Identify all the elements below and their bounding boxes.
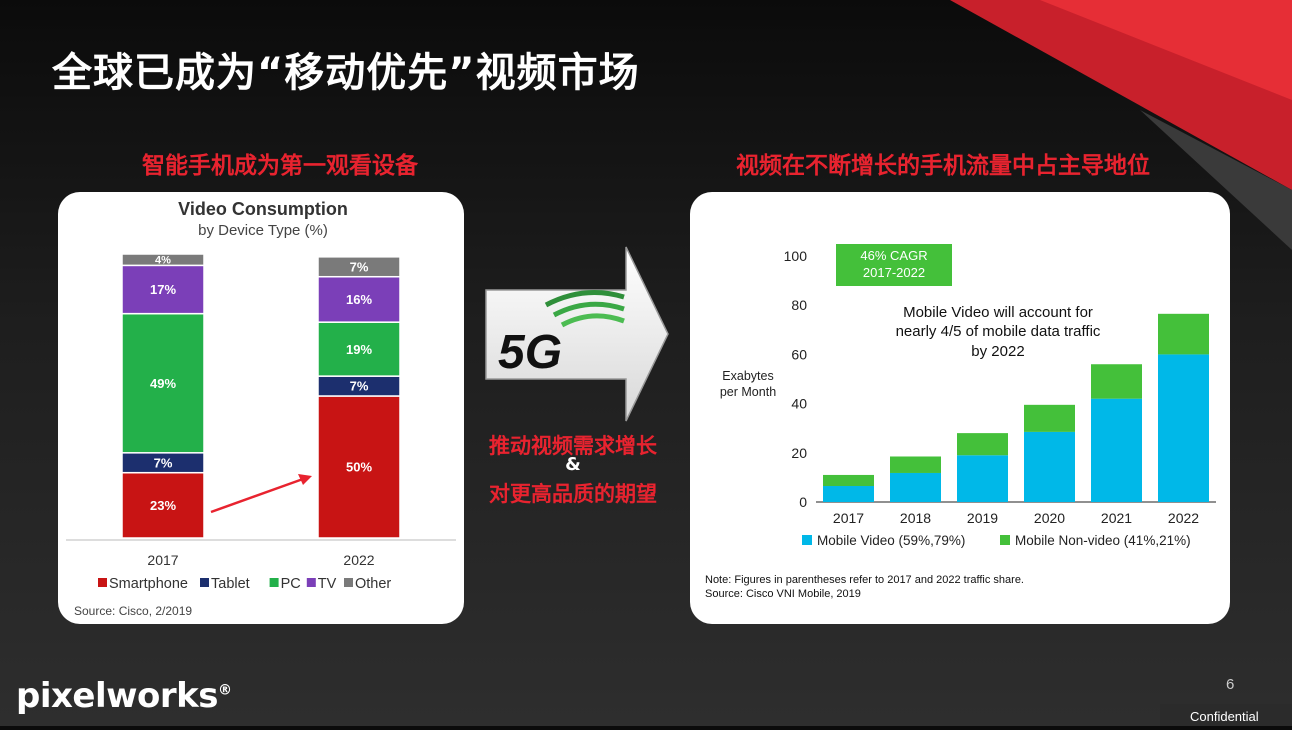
- cagr-years: 2017-2022: [863, 265, 925, 280]
- logo-text: pixelworks: [16, 676, 219, 716]
- legend-label-other: Other: [355, 576, 391, 592]
- center-line-3: 对更高品质的期望: [489, 482, 657, 506]
- y-tick-80: 80: [791, 297, 807, 313]
- bar-segment-smartphone-2017: [121, 471, 205, 539]
- x-tick-2021: 2021: [1101, 510, 1132, 526]
- left-heading: 智能手机成为第一观看设备: [142, 153, 418, 179]
- bar-segment-tv-2017: [121, 264, 205, 315]
- bar-segment-tv-2022: [317, 275, 401, 323]
- data-label-pc-2022: 19%: [346, 342, 372, 357]
- legend-label-non-video: Mobile Non-video (41%,21%): [1015, 533, 1191, 548]
- x-tick-2017: 2017: [147, 552, 178, 568]
- traffic-chart-panel: 0 20 40 60 80 100 2017 2018 2019 2020 2021 2022 46…: [690, 192, 1230, 624]
- legend-swatch-non-video: [1000, 535, 1010, 545]
- data-label-smartphone-2017: 23%: [150, 498, 176, 513]
- legend-label-smartphone: Smartphone: [109, 576, 188, 592]
- bar-non-video-2018: [890, 456, 941, 473]
- 5g-wave-icon: [544, 290, 625, 308]
- data-label-smartphone-2022: 50%: [346, 460, 372, 475]
- x-tick-2017: 2017: [833, 510, 864, 526]
- annotation-line-3: by 2022: [971, 343, 1024, 360]
- annotation-line-1: Mobile Video will account for: [903, 304, 1093, 321]
- annotation-line-2: nearly 4/5 of mobile data traffic: [896, 323, 1101, 340]
- confidential-label: Confidential: [1160, 704, 1292, 726]
- bar-segment-other-2017: [121, 253, 205, 267]
- data-label-tablet-2017: 7%: [154, 455, 173, 470]
- x-tick-2018: 2018: [900, 510, 931, 526]
- page-number: 6: [1226, 676, 1235, 693]
- pixelworks-logo: pixelworks®: [16, 676, 232, 716]
- x-tick-2019: 2019: [967, 510, 998, 526]
- forward-arrow: 5G: [485, 246, 669, 422]
- chart-subtitle: by Device Type (%): [198, 222, 328, 239]
- y-tick-20: 20: [791, 445, 807, 461]
- growth-arrow: [210, 474, 312, 514]
- data-label-tv-2022: 16%: [346, 292, 372, 307]
- bar-video-2022: [1158, 354, 1209, 502]
- center-line-2: &: [565, 454, 581, 475]
- chart-source: Source: Cisco, 2/2019: [74, 604, 192, 618]
- bar-non-video-2019: [957, 433, 1008, 456]
- data-label-pc-2017: 49%: [150, 376, 176, 391]
- y-tick-100: 100: [784, 248, 808, 264]
- legend-label-pc: PC: [281, 576, 301, 592]
- x-tick-2020: 2020: [1034, 510, 1065, 526]
- data-label-tablet-2022: 7%: [350, 379, 369, 394]
- legend-swatch-tv: [306, 578, 316, 587]
- center-line-1: 推动视频需求增长: [489, 434, 657, 458]
- x-tick-2022: 2022: [1168, 510, 1199, 526]
- bar-segment-other-2022: [317, 256, 401, 278]
- bar-non-video-2017: [823, 474, 874, 487]
- y-axis-label-1: Exabytes: [722, 369, 773, 383]
- y-tick-0: 0: [799, 494, 807, 510]
- bar-non-video-2022: [1158, 313, 1209, 355]
- chart-note: Note: Figures in parentheses refer to 20…: [705, 574, 1024, 586]
- device-consumption-chart: Video Consumption by Device Type (%) 23%…: [66, 199, 456, 618]
- bar-video-2019: [957, 455, 1008, 502]
- bar-non-video-2020: [1024, 404, 1075, 432]
- bar-video-2020: [1024, 431, 1075, 502]
- bar-segment-pc-2017: [121, 312, 205, 454]
- bar-video-2017: [823, 486, 874, 502]
- bar-video-2018: [890, 472, 941, 502]
- legend-swatch-other: [344, 578, 353, 587]
- slide-title: 全球已成为“移动优先”视频市场: [52, 50, 640, 96]
- cagr-box: [836, 244, 952, 286]
- cagr-text: 46% CAGR: [860, 248, 927, 263]
- 5g-badge: 5G: [498, 326, 562, 379]
- legend-swatch-smartphone: [98, 578, 107, 587]
- mobile-traffic-chart: 0 20 40 60 80 100 2017 2018 2019 2020 2021 2022 46…: [705, 244, 1216, 600]
- right-heading: 视频在不断增长的手机流量中占主导地位: [736, 153, 1150, 179]
- legend-swatch-pc: [269, 578, 279, 587]
- legend-label-tv: TV: [318, 576, 337, 592]
- data-label-other-2017: 4%: [155, 255, 171, 267]
- device-chart-panel: Video Consumption by Device Type (%) 23%…: [58, 192, 464, 624]
- legend-label-tablet: Tablet: [211, 576, 250, 592]
- corner-accent-grey: [1140, 110, 1292, 250]
- y-axis-label-2: per Month: [720, 385, 776, 399]
- corner-accent-light: [1040, 0, 1292, 100]
- chart-title: Video Consumption: [178, 199, 348, 219]
- y-tick-40: 40: [791, 396, 807, 412]
- y-tick-60: 60: [791, 346, 807, 362]
- data-label-other-2022: 7%: [350, 259, 369, 274]
- bar-segment-smartphone-2022: [317, 395, 401, 539]
- legend-label-video: Mobile Video (59%,79%): [817, 533, 965, 548]
- bar-non-video-2021: [1091, 364, 1142, 399]
- x-tick-2022: 2022: [343, 552, 374, 568]
- bar-segment-pc-2022: [317, 321, 401, 377]
- legend-swatch-video: [802, 535, 812, 545]
- logo-trademark: ®: [218, 682, 232, 699]
- bar-video-2021: [1091, 398, 1142, 502]
- chart-source: Source: Cisco VNI Mobile, 2019: [705, 588, 861, 600]
- data-label-tv-2017: 17%: [150, 282, 176, 297]
- legend-swatch-tablet: [200, 578, 209, 587]
